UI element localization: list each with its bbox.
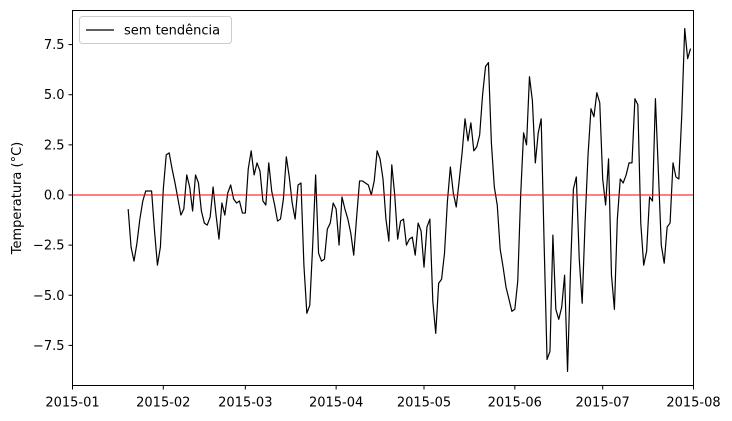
y-axis: −7.5 −5.0 −2.5 0.0 2.5 5.0 7.5	[33, 38, 73, 354]
x-tick-label: 2015-07	[576, 396, 630, 411]
x-tick-label: 2015-02	[136, 396, 190, 411]
x-tick-label: 2015-04	[309, 396, 363, 411]
x-axis: 2015-01 2015-02 2015-03 2015-04 2015-05 2015-…	[45, 385, 721, 411]
x-tick-label: 2015-01	[45, 396, 99, 411]
x-tick-label: 2015-05	[397, 396, 451, 411]
y-tick-label: 7.5	[44, 38, 65, 53]
y-tick-label: −7.5	[33, 339, 65, 354]
legend-label: sem tendência	[124, 24, 220, 39]
x-tick-label: 2015-06	[488, 396, 542, 411]
series-layer	[72, 27, 694, 373]
legend: sem tendência	[79, 16, 232, 44]
axes-frame	[72, 10, 694, 386]
y-tick-label: 0.0	[44, 188, 65, 203]
legend-box	[79, 16, 232, 44]
x-tick-label: 2015-08	[666, 396, 720, 411]
x-tick-label: 2015-03	[218, 396, 272, 411]
series-line-0	[127, 27, 692, 373]
y-axis-label: Temperatura (°C)	[10, 142, 25, 255]
y-tick-label: 2.5	[44, 138, 65, 153]
y-tick-label: −5.0	[33, 289, 65, 304]
y-tick-label: −2.5	[33, 239, 65, 254]
y-tick-label: 5.0	[44, 88, 65, 103]
